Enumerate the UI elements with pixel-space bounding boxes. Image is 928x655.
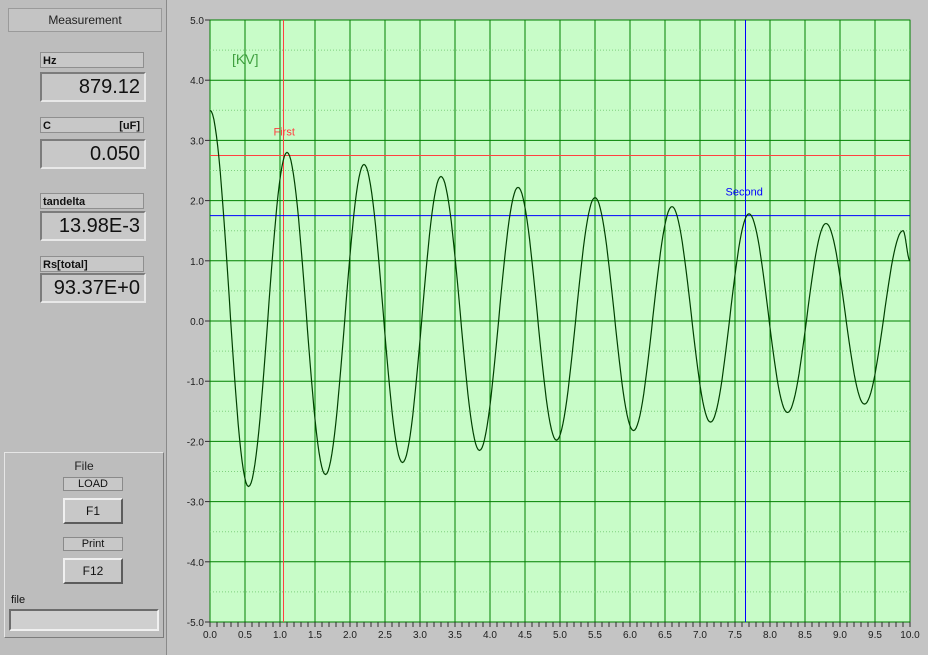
load-button[interactable]: F1 (63, 498, 123, 524)
x-tick-label: 9.0 (833, 630, 847, 641)
x-tick-label: 6.5 (658, 630, 672, 641)
hz-label: Hz (40, 52, 144, 68)
rs-total-label: Rs[total] (40, 256, 144, 272)
x-tick-labels: 0.0 0.5 1.0 1.5 2.0 2.5 3.0 3.5 4.0 4.5 5.0 5.5 6.0 6… (203, 630, 920, 641)
y-tick-labels: 5.0 4.0 3.0 2.0 1.0 0.0 -1.0 -2.0 -3.0 -4.0 -5.0 (187, 16, 205, 629)
x-tick-label: 3.0 (413, 630, 427, 641)
waveform-trace (209, 109, 911, 488)
x-tick-label: 8.0 (763, 630, 777, 641)
x-tick-label: 4.5 (518, 630, 532, 641)
x-tick-label: 10.0 (900, 630, 920, 641)
x-tick-label: 3.5 (448, 630, 462, 641)
y-tick-label: -2.0 (187, 437, 205, 448)
y-tick-label: 1.0 (190, 257, 204, 268)
capacitance-label: C [uF] (40, 117, 144, 133)
print-label: Print (63, 537, 123, 551)
rs-total-label-text: Rs[total] (43, 259, 88, 271)
file-panel-title: File (74, 459, 94, 473)
tandelta-label-text: tandelta (43, 196, 86, 208)
measurement-title: Measurement (8, 8, 162, 32)
x-tick-label: 2.0 (343, 630, 357, 641)
unit-label: [KV] (232, 51, 258, 67)
waveform-chart[interactable]: 5.0 4.0 3.0 2.0 1.0 0.0 -1.0 -2.0 -3.0 -4.0 -5.0 0… (168, 0, 928, 655)
capacitance-unit: [uF] (119, 120, 140, 132)
cursor-label: Second (726, 187, 763, 199)
hz-label-text: Hz (43, 55, 57, 67)
file-label: file (11, 594, 26, 606)
y-tick-label: -1.0 (187, 377, 205, 388)
file-panel: File LOAD F1 Print F12 file (4, 452, 164, 638)
x-tick-label: 9.5 (868, 630, 882, 641)
cursors[interactable]: First Second (210, 20, 910, 622)
x-tick-label: 2.5 (378, 630, 392, 641)
y-tick-label: 3.0 (190, 136, 204, 147)
cursor-label: First (274, 126, 295, 138)
tandelta-label: tandelta (40, 193, 144, 209)
x-tick-label: 7.5 (728, 630, 742, 641)
x-tick-label: 0.5 (238, 630, 252, 641)
load-label: LOAD (63, 477, 123, 491)
x-tick-label: 1.5 (308, 630, 322, 641)
x-tick-label: 7.0 (693, 630, 707, 641)
x-tick-label: 0.0 (203, 630, 217, 641)
y-tick-label: 4.0 (190, 76, 204, 87)
x-tick-label: 8.5 (798, 630, 812, 641)
y-tick-label: -5.0 (187, 618, 205, 629)
x-tick-label: 4.0 (483, 630, 497, 641)
file-field[interactable] (9, 609, 159, 631)
y-tick-label: 2.0 (190, 197, 204, 208)
rs-total-value: 93.37E+0 (40, 273, 146, 303)
hz-value: 879.12 (40, 72, 146, 102)
capacitance-label-text: C (43, 120, 51, 132)
x-tick-label: 1.0 (273, 630, 287, 641)
y-tick-label: -4.0 (187, 558, 205, 569)
y-tick-label: 0.0 (190, 317, 204, 328)
x-tick-label: 6.0 (623, 630, 637, 641)
y-tick-label: 5.0 (190, 16, 204, 27)
capacitance-value: 0.050 (40, 139, 146, 169)
print-button[interactable]: F12 (63, 558, 123, 584)
x-tick-label: 5.0 (553, 630, 567, 641)
y-tick-label: -3.0 (187, 498, 205, 509)
tandelta-value: 13.98E-3 (40, 211, 146, 241)
grid-lines (209, 19, 911, 623)
minor-ticks (205, 19, 911, 627)
left-panel: Measurement Hz 879.12 C [uF] 0.050 tande… (0, 0, 167, 655)
x-tick-label: 5.5 (588, 630, 602, 641)
